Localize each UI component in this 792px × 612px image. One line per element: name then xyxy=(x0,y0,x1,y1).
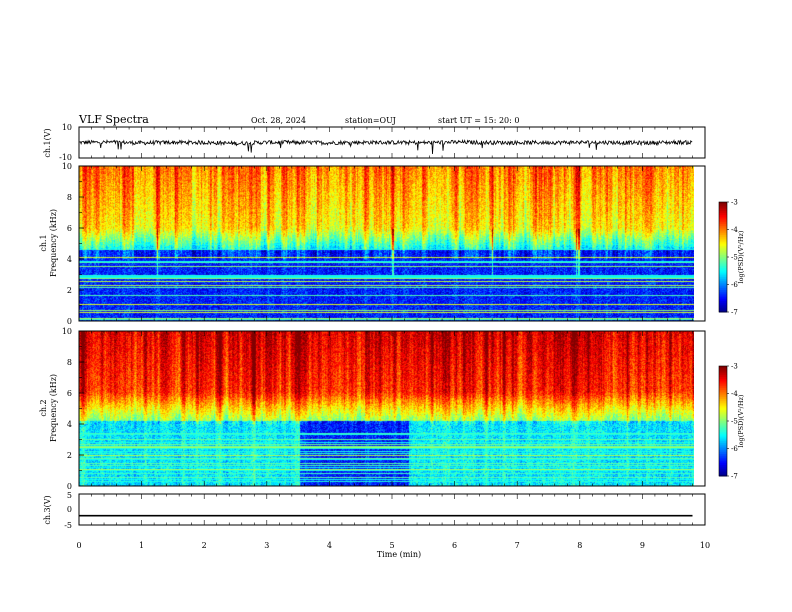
ytick-label: 10 xyxy=(62,162,72,171)
x-tick-label: 6 xyxy=(452,541,457,550)
ytick-label: 8 xyxy=(67,358,72,367)
ytick-label: 0 xyxy=(67,482,72,491)
colorbar-label: log(PSD)(V²/Hz) xyxy=(737,394,745,447)
ytick-label: 0 xyxy=(67,317,72,326)
x-tick-label: 7 xyxy=(515,541,520,550)
x-tick-label: 5 xyxy=(389,541,394,550)
x-tick-label: 0 xyxy=(76,541,81,550)
ytick-label: 8 xyxy=(67,193,72,202)
colorbar-tick-label: -3 xyxy=(731,199,738,207)
ch2-spectrogram-image xyxy=(79,331,694,486)
ytick-label: 10 xyxy=(62,327,72,336)
x-tick-label: 9 xyxy=(640,541,645,550)
ch2-spectrogram-ylabel-channel: ch.2Frequency (kHz) xyxy=(39,374,58,442)
ch1-frequency-label: Frequency (kHz) xyxy=(49,209,58,277)
ch3-ytick-mid: 0 xyxy=(67,505,72,514)
x-tick-label: 4 xyxy=(327,541,332,550)
figure-title: VLF Spectra xyxy=(78,113,149,126)
ytick-label: 6 xyxy=(67,389,72,398)
ytick-label: 6 xyxy=(67,224,72,233)
x-axis-label: Time (min) xyxy=(377,550,421,559)
ch1-waveform-panel: 10 -10 ch.1(V) xyxy=(43,123,705,162)
ch1-ytick-top: 10 xyxy=(62,123,72,132)
ytick-label: 2 xyxy=(67,286,72,295)
ch1-ytick-bottom: -10 xyxy=(59,153,72,162)
ch2-colorbar: -3-4-5-6-7log(PSD)(V²/Hz) xyxy=(719,363,745,481)
ch1-channel-label: ch.1 xyxy=(39,234,48,251)
ytick-label: 4 xyxy=(67,420,72,429)
station-label: station=OUJ xyxy=(345,116,396,125)
x-tick-label: 10 xyxy=(700,541,710,550)
ytick-label: 2 xyxy=(67,451,72,460)
time-axis: 0 1 2 3 4 5 6 7 8 9 10 xyxy=(76,541,710,550)
ch2-channel-label: ch.2 xyxy=(39,399,48,416)
ch1-spectrogram-panel: 0 2 4 6 8 10 ch.1Frequency (kHz) -3 -4 -5 -6 -7 lo… xyxy=(39,162,745,326)
start-ut-label: start UT = 15: 20: 0 xyxy=(438,116,519,125)
ch3-waveform-panel: 5 0 -5 ch.3(V) xyxy=(43,491,705,530)
x-tick-label: 8 xyxy=(577,541,582,550)
ch1-spectrogram-image xyxy=(79,166,694,321)
colorbar-tick-label: -3 xyxy=(731,363,738,371)
ch1-spectrogram-ylabel-channel: ch.1Frequency (kHz) xyxy=(39,209,58,277)
colorbar-label: log(PSD)(V²/Hz) xyxy=(737,230,745,283)
x-tick-label: 3 xyxy=(264,541,269,550)
ch2-frequency-label: Frequency (kHz) xyxy=(49,374,58,442)
ch3-ylabel: ch.3(V) xyxy=(43,495,52,524)
colorbar-tick-label: -7 xyxy=(731,473,738,481)
ch1-ylabel: ch.1(V) xyxy=(43,128,52,157)
ytick-label: 4 xyxy=(67,255,72,264)
ch1-colorbar: -3-4-5-6-7log(PSD)(V²/Hz) xyxy=(719,199,745,317)
ch3-ytick-bottom: -5 xyxy=(64,521,72,530)
colorbar-tick-label: -7 xyxy=(731,309,738,317)
ch2-spectrogram-panel: 0 2 4 6 8 10 ch.2Frequency (kHz) -3 -4 -5 -6 -7 lo… xyxy=(39,327,745,491)
x-tick-label: 1 xyxy=(139,541,144,550)
ch3-ytick-top: 5 xyxy=(67,491,72,500)
date-label: Oct. 28, 2024 xyxy=(251,116,306,125)
x-tick-label: 2 xyxy=(202,541,207,550)
